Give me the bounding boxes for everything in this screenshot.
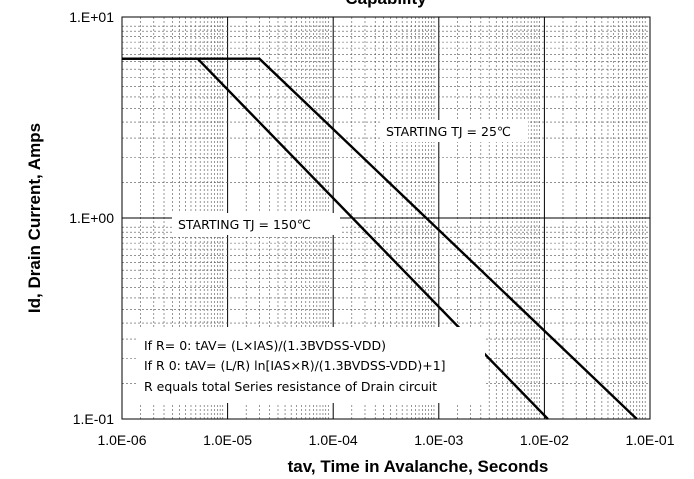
formula-note-3: R equals total Series resistance of Drai… bbox=[144, 379, 437, 394]
y-tick-label: 1.E-01 bbox=[73, 411, 114, 427]
y-tick-labels: 1.E-01 1.E+00 1.E+01 bbox=[69, 9, 114, 427]
y-tick-label: 1.E+01 bbox=[69, 9, 114, 25]
series-label-150c: STARTING TJ = 150℃ bbox=[178, 217, 311, 232]
plot-frame bbox=[121, 16, 651, 420]
chart-title: Capability bbox=[345, 0, 427, 8]
formula-notes: If R= 0: tAV= (L×IAS)/(1.3BVDSS-VDD) If … bbox=[144, 338, 446, 394]
x-tick-labels: 1.0E-06 1.0E-05 1.0E-04 1.0E-03 1.0E-02 1.0E-… bbox=[97, 432, 674, 448]
note-background bbox=[137, 327, 485, 403]
x-tick-label: 1.0E-04 bbox=[309, 432, 358, 448]
x-axis-title: tav, Time in Avalanche, Seconds bbox=[288, 457, 549, 476]
x-tick-label: 1.0E-03 bbox=[414, 432, 463, 448]
y-axis-title: Id, Drain Current, Amps bbox=[25, 123, 44, 313]
formula-note-2: If R 0: tAV= (L/R) ln[IAS×R)/(1.3BVDSS-V… bbox=[144, 358, 446, 373]
y-tick-label: 1.E+00 bbox=[69, 210, 114, 226]
x-tick-label: 1.0E-05 bbox=[203, 432, 252, 448]
series-label-bg-150c bbox=[172, 213, 340, 235]
x-tick-label: 1.0E-01 bbox=[625, 432, 674, 448]
series-layer bbox=[122, 57, 638, 420]
series-label-25c: STARTING TJ = 25℃ bbox=[386, 124, 511, 139]
formula-note-1: If R= 0: tAV= (L×IAS)/(1.3BVDSS-VDD) bbox=[144, 338, 386, 353]
series-labels: STARTING TJ = 25℃ STARTING TJ = 150℃ bbox=[172, 120, 528, 235]
series-label-bg-25c bbox=[380, 120, 528, 142]
x-tick-label: 1.0E-06 bbox=[97, 432, 146, 448]
x-tick-label: 1.0E-02 bbox=[520, 432, 569, 448]
series-line-150c bbox=[122, 57, 549, 420]
